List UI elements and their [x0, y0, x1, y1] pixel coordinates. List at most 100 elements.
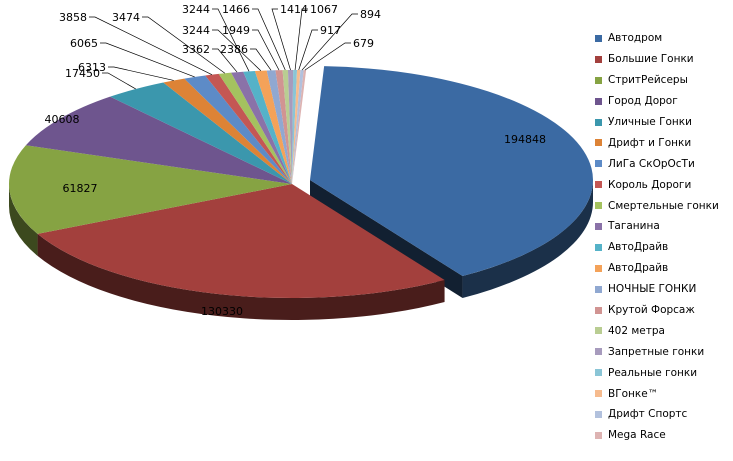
legend-swatch: [595, 222, 602, 230]
legend-swatch: [595, 243, 602, 251]
legend-label: ВГонке™: [608, 387, 659, 400]
legend-label: Крутой Форсаж: [608, 304, 695, 317]
legend-label: Mega Race: [608, 429, 666, 442]
pie-slice: [231, 71, 292, 184]
legend-swatch: [595, 97, 602, 105]
data-label: 679: [353, 37, 374, 50]
pie-slice: [37, 184, 445, 298]
legend-item: Город Дорог: [595, 91, 730, 112]
legend: Автодром Большие Гонки СтритРейсеры Город Д…: [595, 28, 730, 446]
legend-swatch: [595, 285, 602, 293]
legend-label: НОЧНЫЕ ГОНКИ: [608, 283, 697, 296]
legend-item: НОЧНЫЕ ГОНКИ: [595, 279, 730, 300]
pie-slice: [25, 96, 292, 184]
legend-item: Автодром: [595, 28, 730, 49]
legend-label: АвтоДрайв: [608, 262, 669, 275]
leader-line: [304, 42, 351, 71]
legend-label: Уличные Гонки: [608, 116, 692, 128]
legend-swatch: [595, 118, 602, 126]
legend-item: Таганина: [595, 216, 730, 237]
data-label: 17450: [65, 67, 100, 80]
leader-line: [301, 13, 358, 71]
legend-swatch: [595, 264, 602, 272]
data-label: 1466: [222, 3, 250, 16]
legend-swatch: [595, 160, 602, 168]
leader-line: [100, 42, 195, 78]
data-label: 6065: [70, 37, 98, 50]
leader-line: [252, 8, 286, 71]
legend-label: ЛиГа СкОрОсТи: [608, 157, 695, 170]
data-label: 2386: [220, 43, 248, 56]
legend-label: Таганина: [608, 220, 660, 233]
legend-item: АвтоДрайв: [595, 258, 730, 279]
leader-line: [102, 72, 136, 90]
pie-slice: [292, 70, 301, 184]
pie-slice: [163, 78, 292, 184]
legend-item: Запретные гонки: [595, 341, 730, 362]
legend-item: Большие Гонки: [595, 49, 730, 70]
data-label: 130330: [201, 305, 243, 318]
legend-swatch: [595, 34, 602, 42]
pie-slice-side: [9, 184, 38, 256]
legend-label: Смертельные гонки: [608, 199, 719, 212]
leader-line: [212, 29, 262, 71]
leader-line: [142, 16, 226, 74]
data-label: 40608: [45, 113, 80, 126]
legend-label: СтритРейсеры: [608, 74, 688, 87]
legend-label: Реальные гонки: [608, 366, 698, 379]
pie-slice: [275, 70, 292, 184]
pie-slice: [287, 70, 294, 184]
data-label: 194848: [504, 133, 546, 146]
leader-line: [294, 8, 308, 71]
legend-item: Дрифт и Гонки: [595, 132, 730, 153]
legend-label: Дрифт Спортс: [608, 408, 688, 421]
legend-item: Mega Race: [595, 425, 730, 446]
leader-line: [252, 29, 280, 71]
data-label: 3362: [182, 43, 210, 56]
data-label: 6313: [78, 61, 106, 74]
leader-line: [250, 48, 272, 71]
pie-slice: [218, 72, 292, 184]
legend-swatch: [595, 76, 602, 84]
legend-swatch: [595, 410, 602, 418]
data-label: 3244: [182, 3, 210, 16]
data-label: 917: [320, 24, 341, 37]
leader-line: [298, 29, 318, 71]
legend-label: АвтоДрайв: [608, 241, 669, 254]
pie-slice: [266, 70, 292, 184]
data-label: 1414: [280, 3, 308, 16]
legend-label: Большие Гонки: [608, 53, 694, 66]
legend-swatch: [595, 181, 602, 189]
data-label: 894: [360, 8, 381, 21]
legend-label: Город Дорог: [608, 95, 678, 108]
pie-slice: [310, 66, 594, 277]
data-label: 3858: [59, 11, 87, 24]
legend-swatch: [595, 369, 602, 377]
data-label: 3244: [182, 24, 210, 37]
legend-swatch: [595, 431, 602, 439]
legend-swatch: [595, 348, 602, 356]
pie-slice: [184, 75, 292, 184]
pie-slice: [110, 82, 293, 184]
legend-swatch: [595, 55, 602, 63]
pie-slice: [292, 70, 298, 184]
legend-item: 402 метра: [595, 320, 730, 341]
legend-label: Автодром: [608, 32, 663, 45]
leader-line: [271, 8, 291, 71]
legend-item: СтритРейсеры: [595, 70, 730, 91]
legend-item: ВГонке™: [595, 383, 730, 404]
data-label: 61827: [63, 182, 98, 195]
pie-slice: [292, 70, 307, 184]
data-label: 1949: [222, 24, 250, 37]
legend-swatch: [595, 327, 602, 335]
legend-item: Смертельные гонки: [595, 195, 730, 216]
legend-label: Король Дороги: [608, 178, 692, 191]
pie-slice: [254, 70, 292, 184]
pie-slice-side: [37, 233, 445, 320]
legend-label: 402 метра: [608, 324, 665, 337]
data-label: 1067: [310, 3, 338, 16]
legend-item: Крутой Форсаж: [595, 300, 730, 321]
label-leader-lines: [89, 8, 358, 90]
legend-item: АвтоДрайв: [595, 237, 730, 258]
